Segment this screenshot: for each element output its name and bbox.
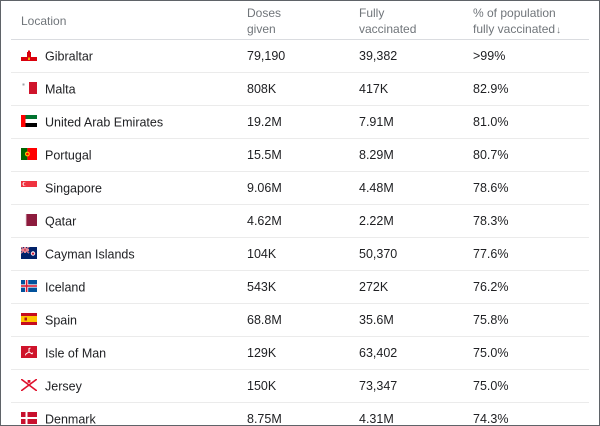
doses-given-cell: 68.8M [237, 303, 349, 337]
table-row[interactable]: Cayman Islands 104K 50,370 77.6% [11, 237, 589, 271]
gibraltar-flag-icon [21, 49, 37, 62]
fully-vaccinated-cell: 35.6M [349, 303, 463, 337]
cayman-islands-flag-icon [21, 247, 37, 260]
header-doses-line2: given [247, 22, 276, 36]
percent-cell: 82.9% [463, 72, 589, 106]
table-row[interactable]: Isle of Man 129K 63,402 75.0% [11, 336, 589, 370]
table-row[interactable]: Spain 68.8M 35.6M 75.8% [11, 303, 589, 337]
header-doses-line1: Doses [247, 6, 282, 20]
location-cell: Spain [11, 303, 237, 337]
doses-given-cell: 4.62M [237, 204, 349, 238]
jersey-flag-icon [21, 379, 37, 392]
portugal-flag-icon [21, 148, 37, 161]
table-row[interactable]: Malta 808K 417K 82.9% [11, 72, 589, 106]
doses-given-cell: 104K [237, 237, 349, 271]
fully-vaccinated-cell: 272K [349, 270, 463, 304]
fully-vaccinated-cell: 63,402 [349, 336, 463, 370]
fully-vaccinated-cell: 73,347 [349, 369, 463, 403]
percent-cell: 75.0% [463, 336, 589, 370]
doses-given-cell: 79,190 [237, 39, 349, 73]
country-name: United Arab Emirates [45, 115, 164, 130]
doses-given-cell: 129K [237, 336, 349, 370]
percent-cell: 74.3% [473, 412, 509, 426]
isle-of-man-flag-icon [21, 346, 37, 359]
denmark-flag-icon [21, 412, 37, 425]
spain-flag-icon [21, 313, 37, 326]
location-cell: Malta [11, 72, 237, 106]
qatar-flag-icon [21, 214, 37, 227]
malta-flag-icon [21, 82, 37, 95]
fully-vaccinated-cell: 4.48M [349, 171, 463, 205]
location-cell: Gibraltar [11, 39, 237, 73]
doses-given-cell: 8.75M [247, 412, 282, 426]
location-cell: United Arab Emirates [11, 105, 237, 139]
location-cell: Portugal [11, 138, 237, 172]
doses-given-cell: 808K [237, 72, 349, 106]
header-fully-line1: Fully [359, 6, 385, 20]
location-cell: Isle of Man [11, 336, 237, 370]
fully-vaccinated-cell: 2.22M [349, 204, 463, 238]
location-cell: Iceland [11, 270, 237, 304]
fully-vaccinated-cell: 8.29M [349, 138, 463, 172]
table-row[interactable]: Gibraltar 79,190 39,382 >99% [11, 39, 589, 73]
doses-given-cell: 15.5M [237, 138, 349, 172]
percent-cell: 75.0% [463, 369, 589, 403]
doses-given-cell: 543K [237, 270, 349, 304]
fully-vaccinated-cell: 39,382 [349, 39, 463, 73]
fully-vaccinated-cell: 4.31M [359, 412, 394, 426]
percent-cell: 77.6% [463, 237, 589, 271]
country-name: Gibraltar [45, 49, 93, 64]
percent-cell: 75.8% [463, 303, 589, 337]
location-cell: Singapore [11, 171, 237, 205]
percent-cell: 78.6% [463, 171, 589, 205]
header-pct-line1: % of population [473, 6, 556, 20]
percent-cell: 78.3% [463, 204, 589, 238]
table-row[interactable]: Denmark 8.75M 4.31M 74.3% [11, 403, 589, 426]
fully-vaccinated-cell: 7.91M [349, 105, 463, 139]
country-name: Spain [45, 313, 77, 328]
table-row[interactable]: United Arab Emirates 19.2M 7.91M 81.0% [11, 105, 589, 139]
country-name: Cayman Islands [45, 247, 135, 262]
country-name: Iceland [45, 280, 86, 295]
location-cell: Qatar [11, 204, 237, 238]
table-header-row: Location Doses given Fully vaccinated % … [11, 1, 589, 40]
percent-cell: 80.7% [463, 138, 589, 172]
header-doses-given[interactable]: Doses given [237, 1, 349, 40]
country-name: Jersey [45, 379, 82, 394]
sort-descending-icon[interactable]: ↓ [556, 25, 562, 36]
table-row[interactable]: Singapore 9.06M 4.48M 78.6% [11, 171, 589, 205]
header-percent-fully-vaccinated[interactable]: % of population fully vaccinated↓ [463, 1, 589, 40]
table-row[interactable]: Portugal 15.5M 8.29M 80.7% [11, 138, 589, 172]
header-fully-line2: vaccinated [359, 22, 417, 36]
location-cell: Cayman Islands [11, 237, 237, 271]
vaccination-table: Location Doses given Fully vaccinated % … [11, 1, 589, 426]
location-cell: Denmark [11, 403, 237, 426]
iceland-flag-icon [21, 280, 37, 293]
location-cell: Jersey [11, 369, 237, 403]
percent-cell: 76.2% [463, 270, 589, 304]
doses-given-cell: 19.2M [237, 105, 349, 139]
header-pct-line2: fully vaccinated [473, 22, 556, 36]
singapore-flag-icon [21, 181, 37, 194]
country-name: Denmark [45, 412, 96, 426]
country-name: Malta [45, 82, 76, 97]
country-name: Isle of Man [45, 346, 107, 361]
percent-cell: >99% [463, 39, 589, 73]
uae-flag-icon [21, 115, 37, 128]
percent-cell: 81.0% [463, 105, 589, 139]
fully-vaccinated-cell: 417K [349, 72, 463, 106]
doses-given-cell: 9.06M [237, 171, 349, 205]
header-location[interactable]: Location [21, 14, 67, 28]
country-name: Portugal [45, 148, 92, 163]
country-name: Qatar [45, 214, 77, 229]
header-fully-vaccinated[interactable]: Fully vaccinated [349, 1, 463, 40]
country-name: Singapore [45, 181, 102, 196]
fully-vaccinated-cell: 50,370 [349, 237, 463, 271]
table-row[interactable]: Jersey 150K 73,347 75.0% [11, 369, 589, 403]
table-row[interactable]: Qatar 4.62M 2.22M 78.3% [11, 204, 589, 238]
doses-given-cell: 150K [237, 369, 349, 403]
table-row[interactable]: Iceland 543K 272K 76.2% [11, 270, 589, 304]
